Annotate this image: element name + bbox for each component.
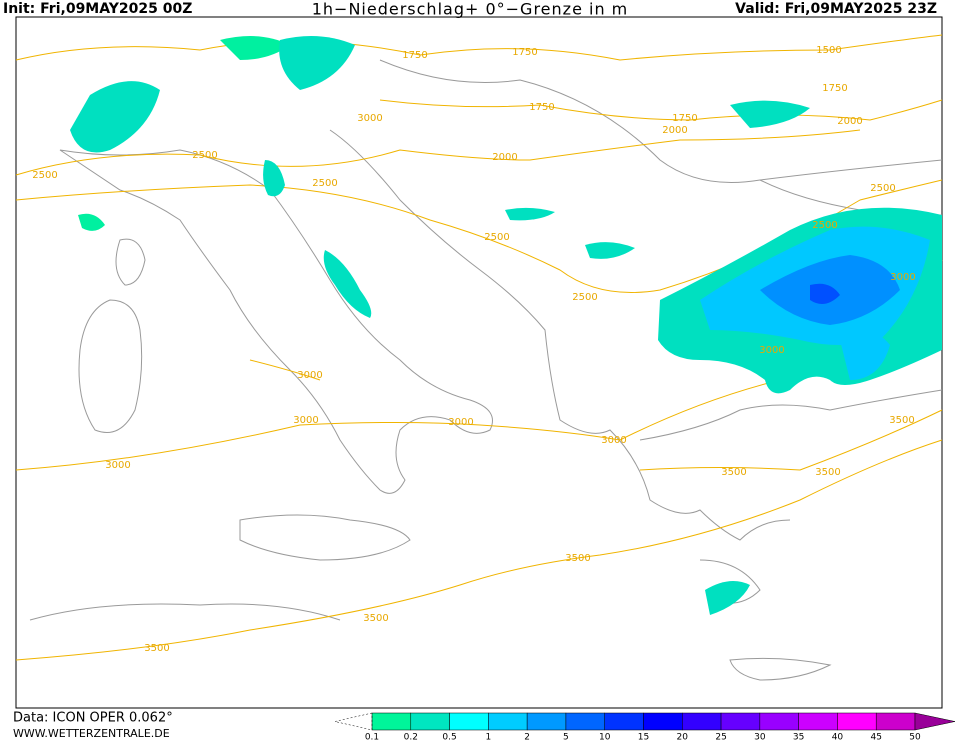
legend-label: 10 (599, 733, 611, 741)
contour-label: 3000 (759, 345, 784, 356)
contour-label: 3000 (601, 435, 626, 446)
legend-label: 30 (754, 733, 766, 741)
legend-label: 2 (524, 733, 530, 741)
valid-time: Valid: Fri,09MAY2025 23Z (735, 1, 937, 17)
contour-label: 1750 (402, 50, 427, 61)
legend-swatch (759, 712, 799, 731)
contour-label: 1750 (529, 102, 554, 113)
contour-label: 2500 (484, 232, 509, 243)
contour-label: 2500 (32, 170, 57, 181)
legend-label: 5 (563, 733, 569, 741)
contour-label: 3000 (357, 113, 382, 124)
freezing-level-isolines (15, 34, 943, 661)
contour-label: 3500 (565, 553, 590, 564)
legend-label: 20 (677, 733, 689, 741)
legend-label: 0.1 (365, 733, 379, 741)
contour-label: 3500 (889, 415, 914, 426)
legend-swatch (371, 712, 412, 731)
legend-label: 50 (909, 733, 921, 741)
contour-label: 3000 (890, 272, 915, 283)
contour-label: 1750 (822, 83, 847, 94)
legend-label: 45 (870, 733, 881, 741)
legend-label: 15 (638, 733, 649, 741)
legend-swatch (643, 712, 683, 731)
legend-label: 0.5 (442, 733, 456, 741)
legend-label: 40 (832, 733, 844, 741)
legend-label: 25 (715, 733, 726, 741)
contour-label: 3500 (363, 613, 388, 624)
legend-swatch (875, 712, 916, 731)
legend-arrow-low (334, 712, 373, 731)
contour-label: 2500 (870, 183, 895, 194)
map-title: 1h−Niederschlag+ 0°−Grenze in m (312, 0, 629, 19)
contour-label: 3000 (293, 415, 318, 426)
contour-label: 3500 (721, 467, 746, 478)
data-source: Data: ICON OPER 0.062° (13, 711, 173, 726)
contour-label: 2500 (572, 292, 597, 303)
legend-label: 1 (485, 733, 491, 741)
legend-swatch (488, 712, 528, 731)
contour-label: 2000 (492, 152, 517, 163)
contour-label: 3000 (448, 417, 473, 428)
legend-swatch (682, 712, 722, 731)
contour-label: 3500 (144, 643, 169, 654)
legend-arrow (914, 712, 956, 731)
init-time: Init: Fri,09MAY2025 00Z (3, 1, 192, 17)
legend-swatch (604, 712, 644, 731)
contour-label: 2500 (812, 220, 837, 231)
precipitation (70, 36, 942, 615)
website: WWW.WETTERZENTRALE.DE (13, 727, 170, 740)
legend-swatch (526, 712, 567, 731)
legend-swatch (720, 712, 761, 731)
contour-label: 2500 (192, 150, 217, 161)
legend-label: 0.2 (404, 733, 418, 741)
legend-label: 35 (793, 733, 804, 741)
legend-swatch (565, 712, 605, 731)
contour-label: 1750 (672, 113, 697, 124)
legend-swatch (798, 712, 838, 731)
contour-label: 3000 (297, 370, 322, 381)
contour-label: 2000 (837, 116, 862, 127)
contour-label: 3000 (105, 460, 130, 471)
legend-swatch (449, 712, 489, 731)
contour-label: 2000 (662, 125, 687, 136)
contour-label: 1500 (816, 45, 841, 56)
contour-label: 1750 (512, 47, 537, 58)
contour-label: 3500 (815, 467, 840, 478)
legend-swatch (410, 712, 450, 731)
legend-swatch (837, 712, 877, 731)
contour-label: 2500 (312, 178, 337, 189)
